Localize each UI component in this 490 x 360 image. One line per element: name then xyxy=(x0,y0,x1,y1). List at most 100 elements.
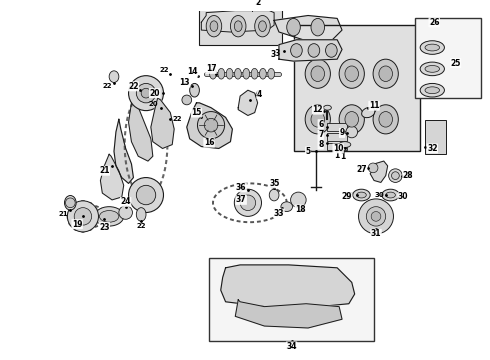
Ellipse shape xyxy=(420,84,444,97)
Text: 16: 16 xyxy=(204,140,214,146)
Ellipse shape xyxy=(291,44,302,57)
Text: 2: 2 xyxy=(255,0,260,8)
Circle shape xyxy=(392,172,399,180)
Ellipse shape xyxy=(206,15,221,37)
Text: 20: 20 xyxy=(150,90,160,96)
Ellipse shape xyxy=(362,107,375,118)
Polygon shape xyxy=(114,120,133,183)
Polygon shape xyxy=(274,15,342,40)
Circle shape xyxy=(368,163,378,173)
Circle shape xyxy=(371,212,381,221)
Ellipse shape xyxy=(420,41,444,54)
Text: 26: 26 xyxy=(428,18,440,27)
Ellipse shape xyxy=(210,68,217,79)
Text: 26: 26 xyxy=(429,18,440,27)
Text: 22: 22 xyxy=(102,84,112,89)
Circle shape xyxy=(359,199,393,234)
Ellipse shape xyxy=(95,207,123,226)
Polygon shape xyxy=(201,11,274,32)
Text: 15: 15 xyxy=(191,108,202,117)
Ellipse shape xyxy=(92,207,97,212)
Text: 11: 11 xyxy=(369,101,379,110)
Ellipse shape xyxy=(425,66,440,72)
Ellipse shape xyxy=(69,221,74,226)
Text: 33: 33 xyxy=(274,211,284,216)
Text: 21: 21 xyxy=(99,166,110,175)
Ellipse shape xyxy=(255,15,270,37)
Bar xyxy=(294,25,419,151)
Ellipse shape xyxy=(345,112,359,127)
Text: 10: 10 xyxy=(333,145,343,152)
Bar xyxy=(415,18,481,98)
Bar xyxy=(327,133,347,141)
Text: 12: 12 xyxy=(313,107,322,113)
Circle shape xyxy=(136,84,156,103)
Ellipse shape xyxy=(109,71,119,82)
Ellipse shape xyxy=(235,68,242,79)
Ellipse shape xyxy=(251,68,258,79)
Text: 37: 37 xyxy=(236,197,246,203)
Text: 27: 27 xyxy=(356,165,367,174)
Text: 31: 31 xyxy=(371,231,381,237)
Text: 1: 1 xyxy=(341,152,345,161)
Ellipse shape xyxy=(305,59,330,88)
Ellipse shape xyxy=(243,68,249,79)
Text: 23: 23 xyxy=(99,222,110,231)
Polygon shape xyxy=(100,154,123,200)
Text: 17: 17 xyxy=(206,66,216,72)
Text: 9: 9 xyxy=(340,129,344,138)
Ellipse shape xyxy=(425,87,440,94)
Ellipse shape xyxy=(259,21,267,32)
Text: 19: 19 xyxy=(72,221,82,227)
Text: 6: 6 xyxy=(318,120,323,129)
Ellipse shape xyxy=(80,228,85,233)
Ellipse shape xyxy=(339,105,365,134)
Ellipse shape xyxy=(373,105,398,134)
Text: 19: 19 xyxy=(72,220,82,229)
Ellipse shape xyxy=(210,21,218,32)
Circle shape xyxy=(128,76,164,111)
Ellipse shape xyxy=(353,189,370,201)
Text: 8: 8 xyxy=(318,141,323,148)
Ellipse shape xyxy=(226,68,233,79)
Text: 5: 5 xyxy=(307,148,312,154)
Bar xyxy=(327,143,347,150)
Circle shape xyxy=(346,126,358,138)
Polygon shape xyxy=(370,161,388,183)
Ellipse shape xyxy=(197,112,224,139)
Text: 14: 14 xyxy=(188,69,197,75)
Text: 3: 3 xyxy=(274,49,280,58)
Ellipse shape xyxy=(270,189,279,201)
Text: 15: 15 xyxy=(192,109,201,116)
Bar xyxy=(327,123,347,131)
Ellipse shape xyxy=(311,18,324,36)
Ellipse shape xyxy=(305,105,330,134)
Ellipse shape xyxy=(67,214,72,219)
Text: 24: 24 xyxy=(121,197,131,206)
Text: 23: 23 xyxy=(99,224,109,230)
Ellipse shape xyxy=(94,214,99,219)
Text: 22: 22 xyxy=(172,116,182,122)
Circle shape xyxy=(128,177,164,212)
Text: 34: 34 xyxy=(286,342,297,351)
Text: 6: 6 xyxy=(318,121,323,127)
Text: 20: 20 xyxy=(149,101,159,107)
Circle shape xyxy=(182,95,192,105)
Circle shape xyxy=(68,201,98,232)
Text: 22: 22 xyxy=(129,84,138,89)
Polygon shape xyxy=(279,40,342,61)
Ellipse shape xyxy=(379,112,392,127)
Circle shape xyxy=(74,208,92,225)
Text: 22: 22 xyxy=(128,82,139,91)
Text: 24: 24 xyxy=(121,199,130,205)
Circle shape xyxy=(234,189,262,216)
Text: 9: 9 xyxy=(340,130,344,136)
Ellipse shape xyxy=(74,202,78,207)
Text: 22: 22 xyxy=(136,223,146,229)
Ellipse shape xyxy=(379,66,392,81)
Text: 33: 33 xyxy=(274,209,284,218)
Bar xyxy=(424,120,446,154)
Bar xyxy=(209,258,374,341)
Ellipse shape xyxy=(373,59,398,88)
Text: 20: 20 xyxy=(149,89,160,98)
